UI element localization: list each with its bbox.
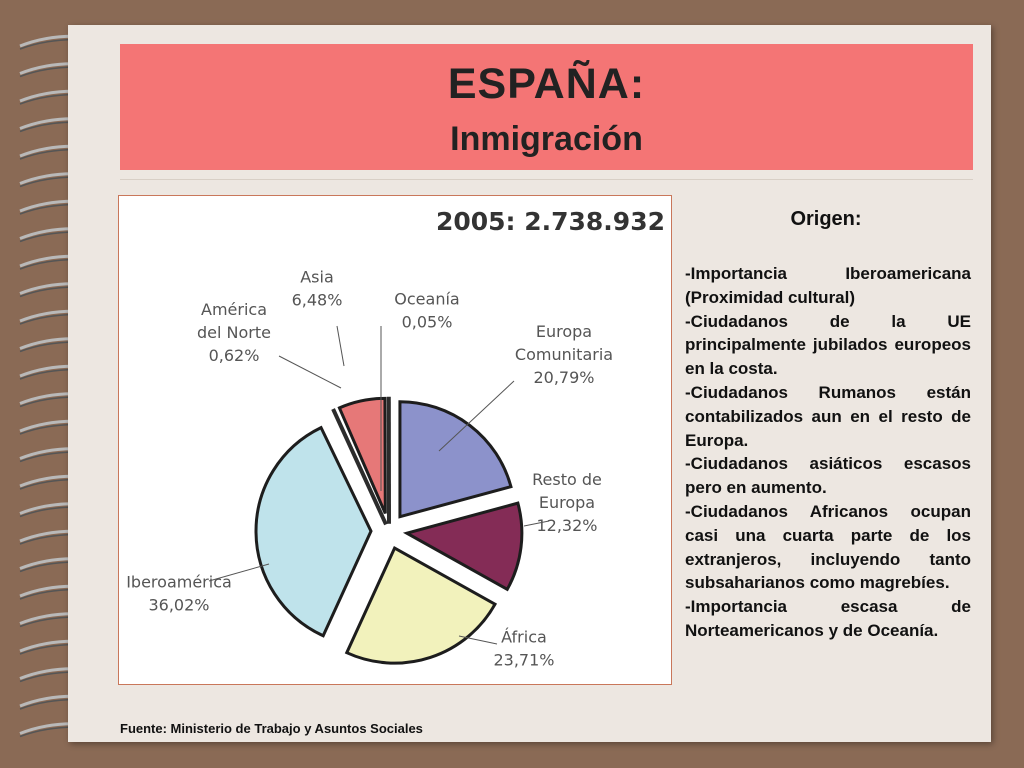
pie-chart-panel: 2005: 2.738.932 Europa Comunitaria 20,79% Re… [118, 195, 672, 685]
slice-label: América del Norte 0,62% [197, 300, 271, 365]
slide-subtitle: Inmigración [450, 120, 643, 158]
pie-chart: 2005: 2.738.932 Europa Comunitaria 20,79% Re… [126, 207, 665, 670]
pie-slice [331, 408, 388, 526]
pie-slice [344, 546, 498, 665]
slice-label: Oceanía 0,05% [394, 290, 459, 332]
leader-line [523, 520, 550, 527]
leader-line [278, 355, 342, 389]
slice-label: Resto de Europa 12,32% [532, 470, 602, 535]
bullet-item: -Ciudadanos Rumanos están contabilizados… [685, 382, 971, 450]
leader-line [438, 380, 515, 452]
leader-line [458, 635, 498, 645]
slice-label: Europa Comunitaria 20,79% [515, 322, 613, 387]
leader-line [208, 563, 270, 582]
slice-label: Asia 6,48% [292, 268, 343, 310]
pie-slice [398, 400, 513, 519]
chart-title: 2005: 2.738.932 [436, 207, 665, 236]
slice-label: África 23,71% [493, 628, 554, 670]
bullet-item: -Ciudadanos asiáticos escasos pero en au… [685, 454, 971, 498]
slide-title: ESPAÑA: [447, 60, 646, 108]
divider [120, 179, 973, 180]
bullet-item: -Importancia escasa de Norteamericanos y… [685, 597, 971, 640]
bullet-item: -Ciudadanos Africanos ocupan casi una cu… [685, 501, 971, 593]
slice-label: Iberoamérica 36,02% [126, 573, 232, 615]
origin-bullet-list: -Importancia Iberoamericana (Proximidad … [685, 262, 971, 643]
bullet-item: -Ciudadanos de la UE principalmente jubi… [685, 311, 971, 379]
pie-slice [254, 425, 373, 638]
source-note: Fuente: Ministerio de Trabajo y Asuntos … [120, 721, 423, 736]
leader-line [336, 325, 345, 367]
title-banner: ESPAÑA: Inmigración [120, 44, 973, 170]
origin-heading: Origen: [790, 208, 862, 230]
bullet-item: -Importancia Iberoamericana (Proximidad … [685, 264, 971, 307]
pie-slice [402, 501, 524, 592]
pie-slice [337, 396, 387, 514]
